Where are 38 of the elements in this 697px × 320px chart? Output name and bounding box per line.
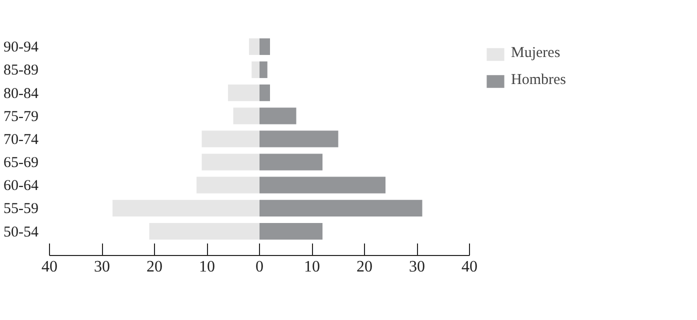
x-tick-label: 40 xyxy=(42,258,58,276)
bar xyxy=(260,154,322,170)
y-tick-label: 60-64 xyxy=(4,178,39,194)
bar xyxy=(260,130,338,148)
x-tick-label: 10 xyxy=(199,258,215,276)
bar xyxy=(112,200,260,216)
y-tick-label: 90-94 xyxy=(4,40,39,56)
bar xyxy=(260,61,268,78)
bar xyxy=(260,108,296,124)
x-tick-label: 30 xyxy=(409,258,425,276)
legend-label: Hombres xyxy=(511,72,566,89)
bar xyxy=(249,38,260,55)
bar xyxy=(202,130,260,148)
y-tick-label: 50-54 xyxy=(4,224,39,240)
bar xyxy=(260,38,270,55)
bar xyxy=(260,222,322,240)
bar xyxy=(260,84,270,102)
x-tick-label: 0 xyxy=(256,258,264,276)
y-tick-label: 85-89 xyxy=(4,62,39,79)
bar xyxy=(149,222,260,240)
bar xyxy=(260,200,422,216)
x-tick-label: 10 xyxy=(304,258,320,276)
bar xyxy=(252,61,260,78)
legend-label: Mujeres xyxy=(511,45,560,62)
y-tick-label: 55-59 xyxy=(4,201,39,218)
x-tick-label: 20 xyxy=(146,258,162,276)
bar xyxy=(233,108,260,124)
y-tick-label: 80-84 xyxy=(4,86,39,102)
x-tick-label: 40 xyxy=(462,258,478,276)
bar xyxy=(202,154,260,170)
bar xyxy=(228,84,260,102)
bar xyxy=(196,176,260,194)
bar xyxy=(260,176,386,194)
y-tick-label: 75-79 xyxy=(4,108,39,125)
x-tick-label: 30 xyxy=(94,258,110,276)
y-tick-label: 70-74 xyxy=(4,132,39,148)
x-tick-label: 20 xyxy=(356,258,372,276)
y-tick-label: 65-69 xyxy=(4,155,39,172)
